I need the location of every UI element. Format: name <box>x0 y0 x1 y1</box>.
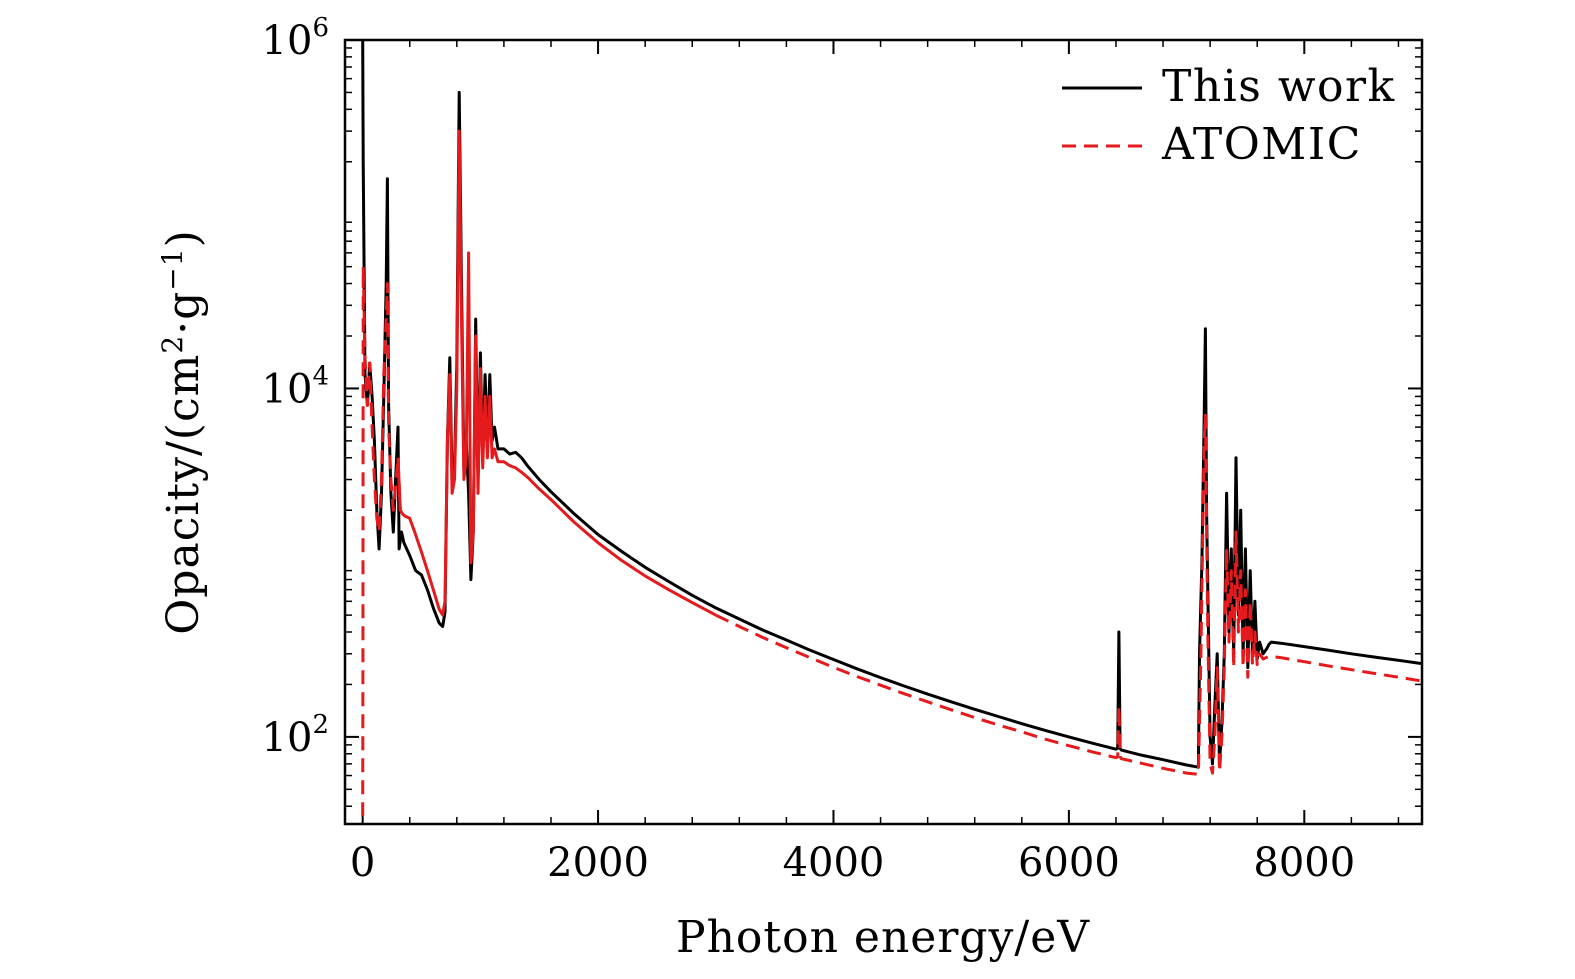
y-axis-label-sup1: 2 <box>156 335 189 354</box>
legend-label-atomic: ATOMIC <box>1161 119 1362 170</box>
x-ticks: 0 2000 4000 6000 8000 <box>350 40 1400 886</box>
y-axis-label-suffix: ) <box>158 229 209 247</box>
y-tick-label-2: 106 <box>262 13 329 64</box>
y-ticks: 102 104 106 <box>262 13 1422 807</box>
x-tick-label-0: 0 <box>350 840 375 886</box>
series-line-this-work <box>361 40 1422 769</box>
plot-frame <box>343 38 1424 826</box>
y-tick-label-1: 104 <box>262 361 329 412</box>
x-axis-label: Photon energy/eV <box>676 912 1090 963</box>
x-tick-label-4: 8000 <box>1253 840 1355 886</box>
series-line-atomic-solid <box>396 129 717 617</box>
series-line-atomic-early <box>361 265 402 817</box>
y-axis-label-prefix: Opacity/(cm <box>158 354 209 635</box>
legend-label-this-work: This work <box>1162 61 1396 112</box>
x-tick-label-2: 4000 <box>783 840 885 886</box>
x-tick-label-1: 2000 <box>547 840 649 886</box>
plot-area: 0 2000 4000 6000 8000 102 104 106 <box>262 13 1424 886</box>
y-axis-label-sup2: −1 <box>156 247 189 290</box>
x-tick-label-3: 6000 <box>1018 840 1120 886</box>
y-tick-label-0: 102 <box>262 710 329 761</box>
series-line-atomic-dashed <box>715 413 1422 776</box>
legend: This work ATOMIC <box>1062 61 1396 170</box>
series-layer <box>361 40 1422 817</box>
y-axis-label-mid: ·g <box>158 291 209 335</box>
y-axis-label: Opacity/(cm2·g−1) <box>156 229 209 635</box>
